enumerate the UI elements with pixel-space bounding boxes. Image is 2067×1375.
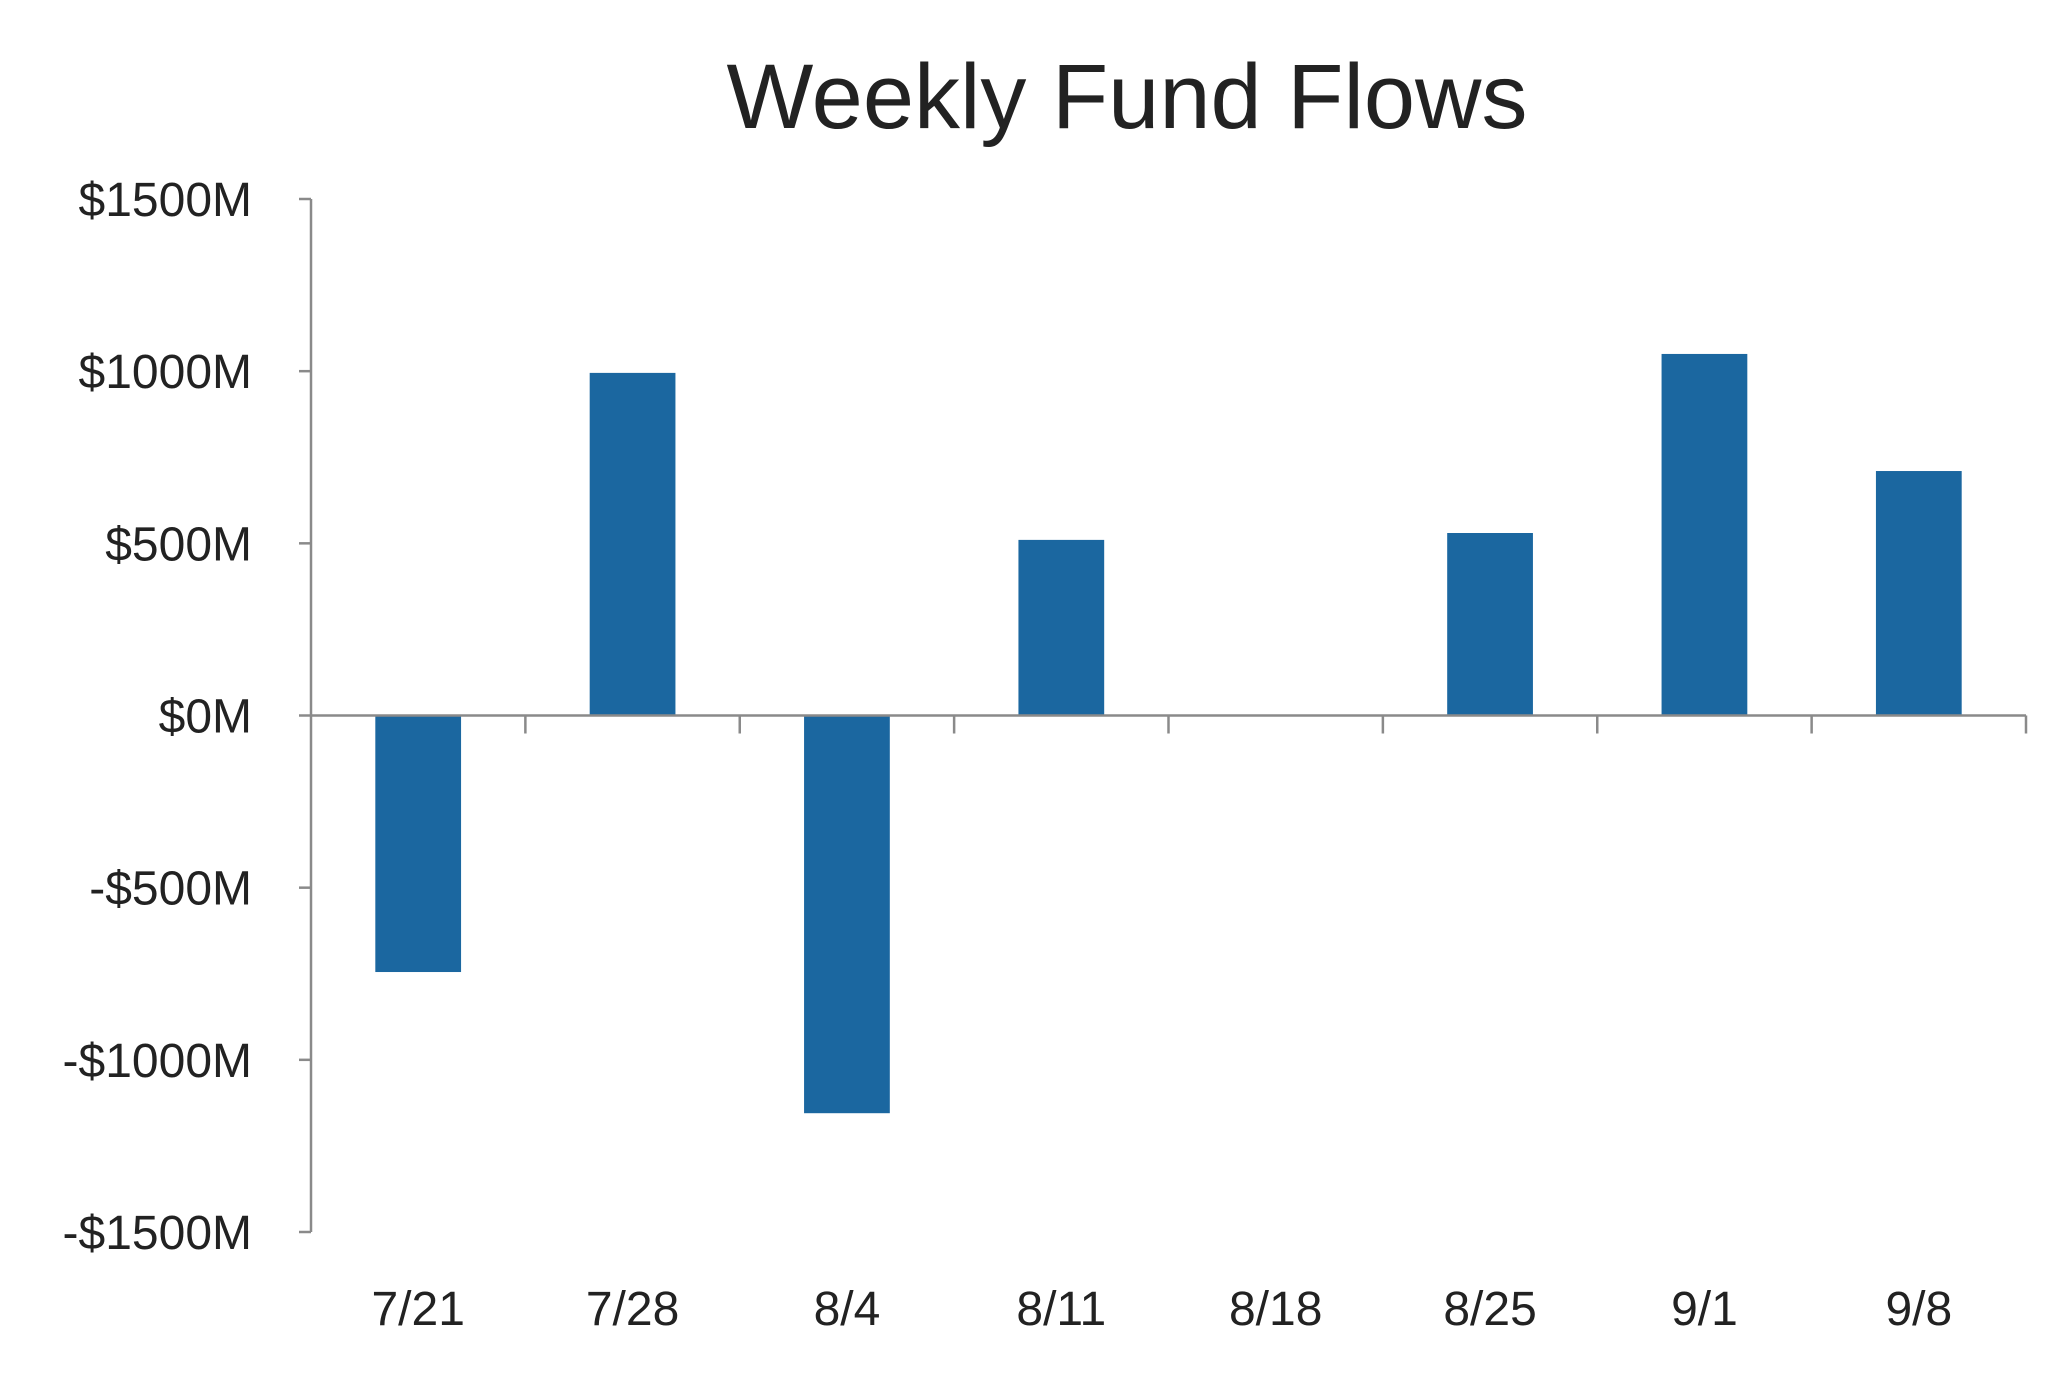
y-tick-label: -$1000M <box>63 1035 252 1088</box>
y-tick-label: $500M <box>105 518 252 571</box>
x-tick-label: 8/25 <box>1443 1283 1536 1336</box>
bar-9-1 <box>1661 353 1748 716</box>
bar-8-4 <box>804 715 890 1114</box>
x-tick-label: 7/21 <box>371 1283 464 1336</box>
y-tick-label: -$500M <box>89 863 252 916</box>
x-tick-label: 7/28 <box>586 1283 679 1336</box>
bar-9-8 <box>1875 471 1962 716</box>
y-tick-label: -$1500M <box>63 1207 252 1260</box>
x-tick-label: 9/1 <box>1671 1283 1738 1336</box>
bar-7-21 <box>375 715 462 973</box>
x-axis-ticks: 7/21 7/28 8/4 8/11 8/18 8/25 9/1 9/8 <box>371 715 2028 1336</box>
x-tick-label: 9/8 <box>1885 1283 1952 1336</box>
bar-8-25 <box>1447 533 1533 716</box>
y-axis-ticks: $1500M $1000M $500M $0M -$500M -$1000M -$1500M <box>63 174 311 1260</box>
x-tick-label: 8/11 <box>1016 1283 1106 1336</box>
y-tick-label: $1500M <box>79 174 252 227</box>
bar-8-11 <box>1018 539 1105 716</box>
y-tick-label: $1000M <box>79 346 252 399</box>
bar-7-28 <box>589 372 676 716</box>
y-tick-label: $0M <box>159 691 252 744</box>
chart-title: Weekly Fund Flows <box>726 46 1527 148</box>
x-tick-label: 8/18 <box>1229 1283 1322 1336</box>
bars <box>375 353 1962 1114</box>
x-tick-label: 8/4 <box>814 1283 881 1336</box>
